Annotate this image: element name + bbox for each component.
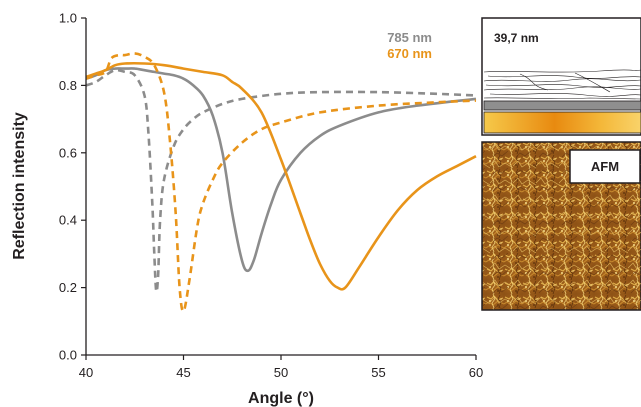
y-axis-title: Reflection intensity	[11, 112, 28, 260]
y-tick-label: 1.0	[59, 11, 77, 26]
afm-image-inset: AFM	[481, 141, 641, 311]
thickness-label: 39,7 nm	[494, 31, 539, 45]
substrate-gray-layer	[483, 100, 641, 111]
y-tick-label: 0.0	[59, 348, 77, 363]
series-group	[85, 52, 477, 313]
series-line-670nm-dashed	[85, 52, 477, 313]
series-line-785nm-dashed	[85, 68, 477, 294]
legend-label-670: 670 nm	[387, 46, 432, 61]
y-tick-label: 0.8	[59, 78, 77, 93]
y-tick-label: 0.6	[59, 145, 77, 160]
film-schematic-inset: 39,7 nm	[481, 17, 641, 136]
legend-label-785: 785 nm	[387, 30, 432, 45]
x-tick-label: 45	[176, 365, 190, 380]
afm-label-box	[569, 149, 641, 184]
x-tick-label: 60	[469, 365, 483, 380]
x-tick-label: 55	[371, 365, 385, 380]
x-axis-title: Angle (°)	[248, 390, 314, 407]
x-tick-label: 50	[274, 365, 288, 380]
afm-label: AFM	[591, 159, 619, 174]
polymer-layer-lines	[483, 69, 641, 100]
y-tick-label: 0.4	[59, 213, 77, 228]
tick-group: 40 45 50 55 60 0.0 0.2 0.4 0.6 0.8 1.0	[59, 11, 483, 381]
series-line-785nm-solid	[85, 67, 477, 273]
gold-layer	[483, 111, 641, 134]
x-tick-label: 40	[79, 365, 93, 380]
series-line-670nm-solid	[85, 61, 477, 291]
y-tick-label: 0.2	[59, 280, 77, 295]
